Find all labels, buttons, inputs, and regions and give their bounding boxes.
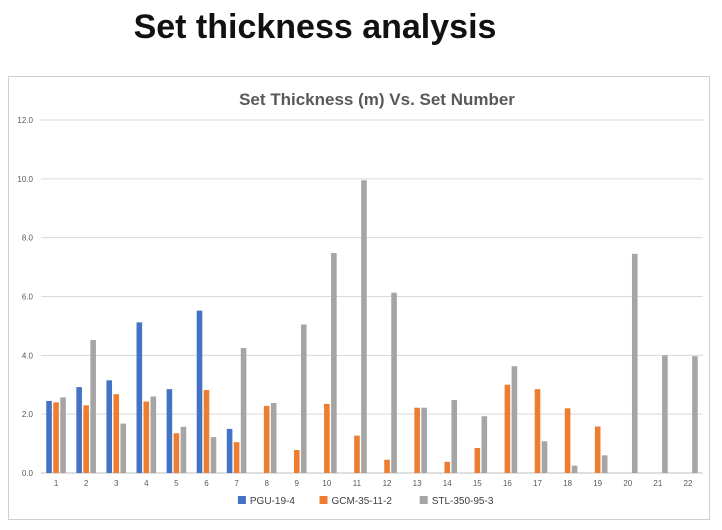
x-tick-label: 4 (144, 479, 149, 488)
x-tick-label: 7 (234, 479, 239, 488)
x-tick-label: 18 (563, 479, 572, 488)
bar-stl-350-95-3 (541, 441, 548, 473)
legend-swatch (419, 496, 428, 504)
bar-stl-350-95-3 (210, 437, 217, 473)
bar-gcm-35-11-2 (233, 442, 240, 473)
thickness-bar-chart: Set Thickness (m) Vs. Set Number 0.0 2.0 4.… (17, 90, 703, 507)
x-tick-label: 1 (54, 479, 59, 488)
bar-stl-350-95-3 (692, 356, 698, 473)
bar-stl-350-95-3 (601, 455, 608, 473)
bar-pgu-19-4 (196, 310, 203, 473)
bar-gcm-35-11-2 (564, 408, 571, 473)
bar-gcm-35-11-2 (324, 403, 330, 473)
x-tick-label: 5 (174, 479, 179, 488)
bar-stl-350-95-3 (331, 252, 337, 473)
bar-stl-350-95-3 (571, 465, 578, 473)
legend-label: PGU-19-4 (250, 496, 295, 507)
bar-gcm-35-11-2 (113, 394, 120, 473)
y-tick-label: 6.0 (22, 293, 34, 302)
x-tick-label: 14 (443, 479, 452, 488)
y-tick-label: 8.0 (22, 234, 34, 243)
bar-stl-350-95-3 (240, 347, 247, 473)
chart-title: Set Thickness (m) Vs. Set Number (239, 90, 515, 109)
bar-stl-350-95-3 (451, 400, 458, 473)
legend-label: STL-350-95-3 (432, 496, 494, 507)
legend-swatch (319, 496, 328, 504)
bar-gcm-35-11-2 (384, 459, 390, 473)
bar-pgu-19-4 (76, 387, 82, 473)
x-tick-label: 12 (383, 479, 392, 488)
y-tick-label: 10.0 (17, 175, 33, 184)
bar-gcm-35-11-2 (444, 461, 451, 473)
x-tick-label: 3 (114, 479, 119, 488)
bar-stl-350-95-3 (481, 416, 488, 473)
bar-gcm-35-11-2 (504, 384, 511, 473)
x-tick-label: 9 (295, 479, 300, 488)
bar-pgu-19-4 (226, 428, 233, 473)
y-tick-label: 0.0 (22, 469, 34, 478)
x-tick-label: 10 (322, 479, 331, 488)
legend-label: GCM-35-11-2 (332, 496, 393, 507)
y-tick-label: 12.0 (17, 116, 33, 125)
x-tick-label: 2 (84, 479, 89, 488)
bar-stl-350-95-3 (150, 396, 157, 473)
bar-gcm-35-11-2 (354, 435, 360, 473)
y-tick-label: 4.0 (22, 351, 34, 360)
bar-gcm-35-11-2 (203, 390, 210, 473)
bar-stl-350-95-3 (300, 324, 307, 473)
bar-stl-350-95-3 (421, 407, 427, 473)
x-tick-label: 11 (353, 479, 362, 488)
legend-swatch (237, 496, 246, 504)
x-tick-label: 22 (684, 479, 693, 488)
bar-gcm-35-11-2 (594, 426, 601, 473)
bar-pgu-19-4 (46, 400, 52, 473)
bar-gcm-35-11-2 (173, 433, 180, 473)
y-tick-label: 2.0 (22, 410, 34, 419)
x-tick-label: 21 (653, 479, 662, 488)
bar-stl-350-95-3 (180, 426, 187, 473)
bar-stl-350-95-3 (270, 402, 277, 473)
bar-gcm-35-11-2 (474, 447, 481, 473)
x-tick-label: 17 (533, 479, 542, 488)
bar-pgu-19-4 (136, 322, 143, 473)
x-tick-label: 19 (593, 479, 602, 488)
chart-frame: Set Thickness (m) Vs. Set Number 0.0 2.0 4.… (8, 76, 710, 520)
bar-stl-350-95-3 (120, 423, 127, 473)
bar-stl-350-95-3 (391, 292, 397, 473)
bar-stl-350-95-3 (361, 180, 367, 473)
bar-stl-350-95-3 (511, 366, 518, 473)
bar-gcm-35-11-2 (53, 402, 59, 473)
bar-stl-350-95-3 (631, 253, 638, 473)
x-tick-label: 20 (623, 479, 632, 488)
slide-title: Set thickness analysis (133, 8, 497, 46)
bar-gcm-35-11-2 (293, 450, 300, 473)
bar-gcm-35-11-2 (414, 407, 420, 473)
bar-pgu-19-4 (166, 389, 173, 473)
bar-stl-350-95-3 (90, 340, 96, 473)
bar-stl-350-95-3 (662, 355, 668, 473)
x-tick-label: 6 (204, 479, 209, 488)
x-tick-label: 15 (473, 479, 482, 488)
bar-stl-350-95-3 (60, 397, 66, 473)
bar-gcm-35-11-2 (83, 405, 89, 473)
x-tick-label: 16 (503, 479, 512, 488)
bar-gcm-35-11-2 (534, 389, 541, 473)
bar-gcm-35-11-2 (143, 401, 150, 473)
bar-gcm-35-11-2 (263, 405, 270, 473)
bar-pgu-19-4 (106, 380, 113, 473)
x-tick-label: 8 (264, 479, 269, 488)
x-tick-label: 13 (413, 479, 422, 488)
